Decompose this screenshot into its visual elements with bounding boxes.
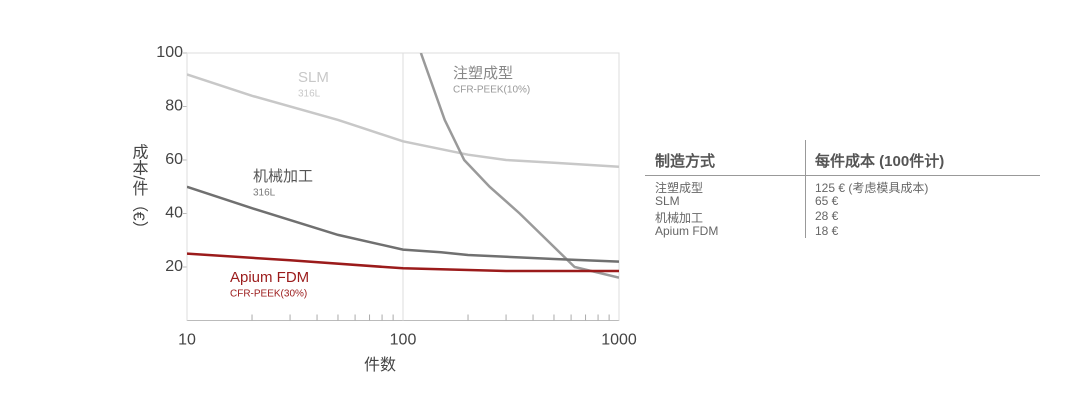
table-cell: 18 € [815,224,839,238]
x-axis-label: 件数 [364,356,396,374]
chart: 件数 成本/件（€） 20 40 60 80 100 10 100 1000 SLM 316L 注塑… [130,44,637,374]
table-cell: Apium FDM [655,224,719,238]
table-cell: 机械加工 [655,211,704,225]
series-label: SLM [298,69,329,86]
series-material: 316L [298,89,321,100]
series-line [187,252,619,273]
table-row: 注塑成型 125 € (考虑模具成本) [645,179,1040,195]
table-cell: 125 € (考虑模具成本) [815,181,929,195]
y-tick-label: 100 [156,44,183,61]
table-cell: 28 € [815,209,839,223]
x-tick-label: 1000 [601,332,637,349]
series-label: 注塑成型 [453,65,513,82]
x-tick-label: 10 [178,332,196,349]
table-cell: SLM [655,194,680,208]
series-line [419,53,619,279]
series-label: 机械加工 [253,168,313,185]
y-tick-label: 60 [165,151,183,168]
table-cell: 65 € [815,194,839,208]
x-tick-label: 100 [390,332,417,349]
y-tick-label: 40 [165,205,183,222]
table-row: SLM 65 € [645,194,1040,209]
series-material: CFR-PEEK(10%) [453,85,530,96]
series-line [187,185,619,263]
table-header: 每件成本 (100件计) [815,153,945,170]
series-material: 316L [253,188,276,199]
table-rule [645,175,1040,176]
series-line [187,73,619,168]
series-label: Apium FDM [230,269,309,286]
table-divider [805,140,806,238]
table-header: 制造方式 [655,153,716,170]
table-row: Apium FDM 18 € [645,224,1040,239]
series-material: CFR-PEEK(30%) [230,289,307,300]
y-tick-label: 80 [165,98,183,115]
y-tick-label: 20 [165,258,183,275]
y-axis-label: 成本/件（€） [130,143,149,236]
table-row: 机械加工 28 € [645,209,1040,225]
table-cell: 注塑成型 [655,181,704,195]
